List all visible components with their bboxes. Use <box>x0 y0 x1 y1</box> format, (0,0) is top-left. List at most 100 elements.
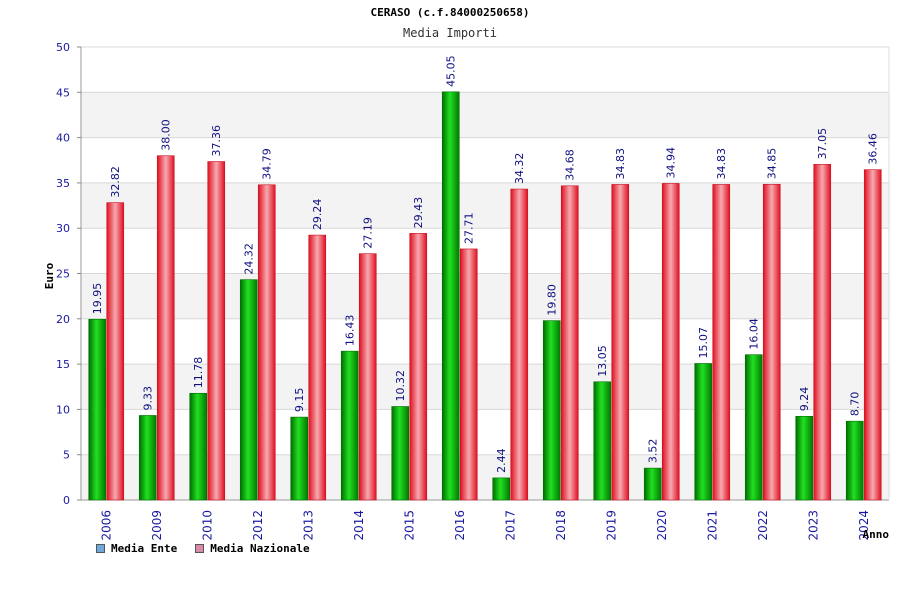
legend-label: Media Nazionale <box>210 542 310 555</box>
bar-media-ente-2015 <box>391 406 410 501</box>
x-tick-label: 2010 <box>200 510 214 541</box>
data-label: 9.15 <box>293 388 306 413</box>
x-tick-label: 2019 <box>604 510 618 541</box>
y-tick-label: 30 <box>56 222 70 235</box>
y-tick-label: 25 <box>56 268 70 281</box>
data-label: 37.36 <box>210 125 223 157</box>
bar-media-nazionale-2024 <box>863 169 882 501</box>
data-label: 19.80 <box>546 284 559 316</box>
bar-media-ente-2016 <box>441 91 460 501</box>
x-tick-label: 2021 <box>705 510 719 541</box>
data-label: 2.44 <box>495 448 508 473</box>
bar-media-ente-2009 <box>138 415 157 501</box>
y-tick-label: 50 <box>56 41 70 54</box>
data-label: 36.46 <box>867 133 880 165</box>
chart-title: CERASO (c.f.84000250658) <box>370 6 530 19</box>
data-label: 9.33 <box>142 386 155 411</box>
y-tick-label: 20 <box>56 313 70 326</box>
plot-band <box>81 47 889 93</box>
bar-media-nazionale-2018 <box>560 185 579 501</box>
x-tick-label: 2013 <box>301 510 315 541</box>
chart-subtitle: Media Importi <box>403 26 497 40</box>
legend: Media Ente Media Nazionale <box>96 542 310 555</box>
x-tick-label: 2015 <box>402 510 416 541</box>
y-tick-label: 15 <box>56 358 70 371</box>
bar-media-nazionale-2015 <box>409 233 428 501</box>
bar-media-nazionale-2023 <box>813 164 832 501</box>
data-label: 34.32 <box>513 153 526 185</box>
x-tick-label: 2018 <box>554 510 568 541</box>
legend-item-media-nazionale: Media Nazionale <box>195 542 310 555</box>
bar-media-ente-2019 <box>593 381 612 501</box>
x-tick-label: 2017 <box>503 510 517 541</box>
data-label: 34.85 <box>766 148 779 180</box>
plot-band <box>81 92 889 138</box>
bar-media-nazionale-2020 <box>661 183 680 501</box>
data-label: 10.32 <box>394 370 407 402</box>
data-label: 27.19 <box>362 217 375 249</box>
bar-media-nazionale-2013 <box>308 234 327 501</box>
data-label: 32.82 <box>109 166 122 198</box>
bar-media-ente-2014 <box>340 350 359 501</box>
data-label: 8.70 <box>849 392 862 417</box>
data-label: 34.94 <box>665 147 678 179</box>
bar-media-nazionale-2006 <box>106 202 125 501</box>
data-label: 11.78 <box>192 357 205 389</box>
data-label: 45.05 <box>445 55 458 87</box>
x-tick-label: 2022 <box>756 510 770 541</box>
x-tick-label: 2020 <box>655 510 669 541</box>
x-axis-ticks: 2006 2009 2010 2012 2013 2014 2015 2016 2017 2018… <box>99 510 871 541</box>
data-label: 9.24 <box>798 387 811 412</box>
y-axis-ticks: 0 5 10 15 20 25 30 35 40 45 50 <box>56 41 81 507</box>
bar-media-ente-2020 <box>643 467 662 501</box>
data-label: 15.07 <box>697 327 710 359</box>
bar-media-nazionale-2017 <box>510 188 529 501</box>
legend-swatch <box>195 544 205 553</box>
bar-media-ente-2023 <box>795 415 814 501</box>
data-label: 29.43 <box>412 197 425 229</box>
y-tick-label: 0 <box>63 494 70 507</box>
y-tick-label: 40 <box>56 132 70 145</box>
legend-swatch <box>96 544 105 553</box>
data-label: 38.00 <box>160 119 173 151</box>
y-tick-label: 35 <box>56 177 70 190</box>
data-label: 16.04 <box>748 318 761 350</box>
bar-media-nazionale-2016 <box>459 248 478 501</box>
bar-media-ente-2006 <box>88 318 107 501</box>
data-label: 34.68 <box>564 149 577 181</box>
data-label: 37.05 <box>816 128 829 160</box>
y-axis-label: Euro <box>43 262 56 289</box>
bar-media-ente-2024 <box>845 420 864 501</box>
y-tick-label: 10 <box>56 403 70 416</box>
bar-media-ente-2018 <box>542 320 561 501</box>
bar-media-ente-2010 <box>189 392 208 501</box>
bar-media-nazionale-2009 <box>156 155 175 501</box>
x-tick-label: 2012 <box>251 510 265 541</box>
legend-item-media-ente: Media Ente <box>96 542 177 555</box>
bar-media-ente-2012 <box>239 279 258 501</box>
data-label: 29.24 <box>311 199 324 231</box>
x-tick-label: 2006 <box>99 510 113 541</box>
bar-media-nazionale-2010 <box>207 161 226 501</box>
bar-media-ente-2021 <box>694 363 713 501</box>
bar-media-ente-2017 <box>492 477 511 501</box>
data-label: 34.83 <box>715 148 728 180</box>
x-tick-label: 2023 <box>806 510 820 541</box>
x-tick-label: 2009 <box>150 510 164 541</box>
data-label: 34.79 <box>261 148 274 180</box>
bar-media-ente-2013 <box>290 416 309 501</box>
data-label: 19.95 <box>91 283 104 315</box>
x-tick-label: 2014 <box>352 510 366 541</box>
x-axis-label: Anno <box>863 528 890 541</box>
bar-media-nazionale-2022 <box>762 183 781 501</box>
legend-label: Media Ente <box>111 542 178 555</box>
y-tick-label: 5 <box>63 449 70 462</box>
bar-media-nazionale-2014 <box>358 253 377 501</box>
bar-media-nazionale-2021 <box>712 184 731 501</box>
x-tick-label: 2024 <box>857 510 871 541</box>
data-label: 34.83 <box>614 148 627 180</box>
data-label: 13.05 <box>596 345 609 377</box>
bar-media-nazionale-2012 <box>257 184 276 501</box>
data-label: 24.32 <box>243 243 256 275</box>
